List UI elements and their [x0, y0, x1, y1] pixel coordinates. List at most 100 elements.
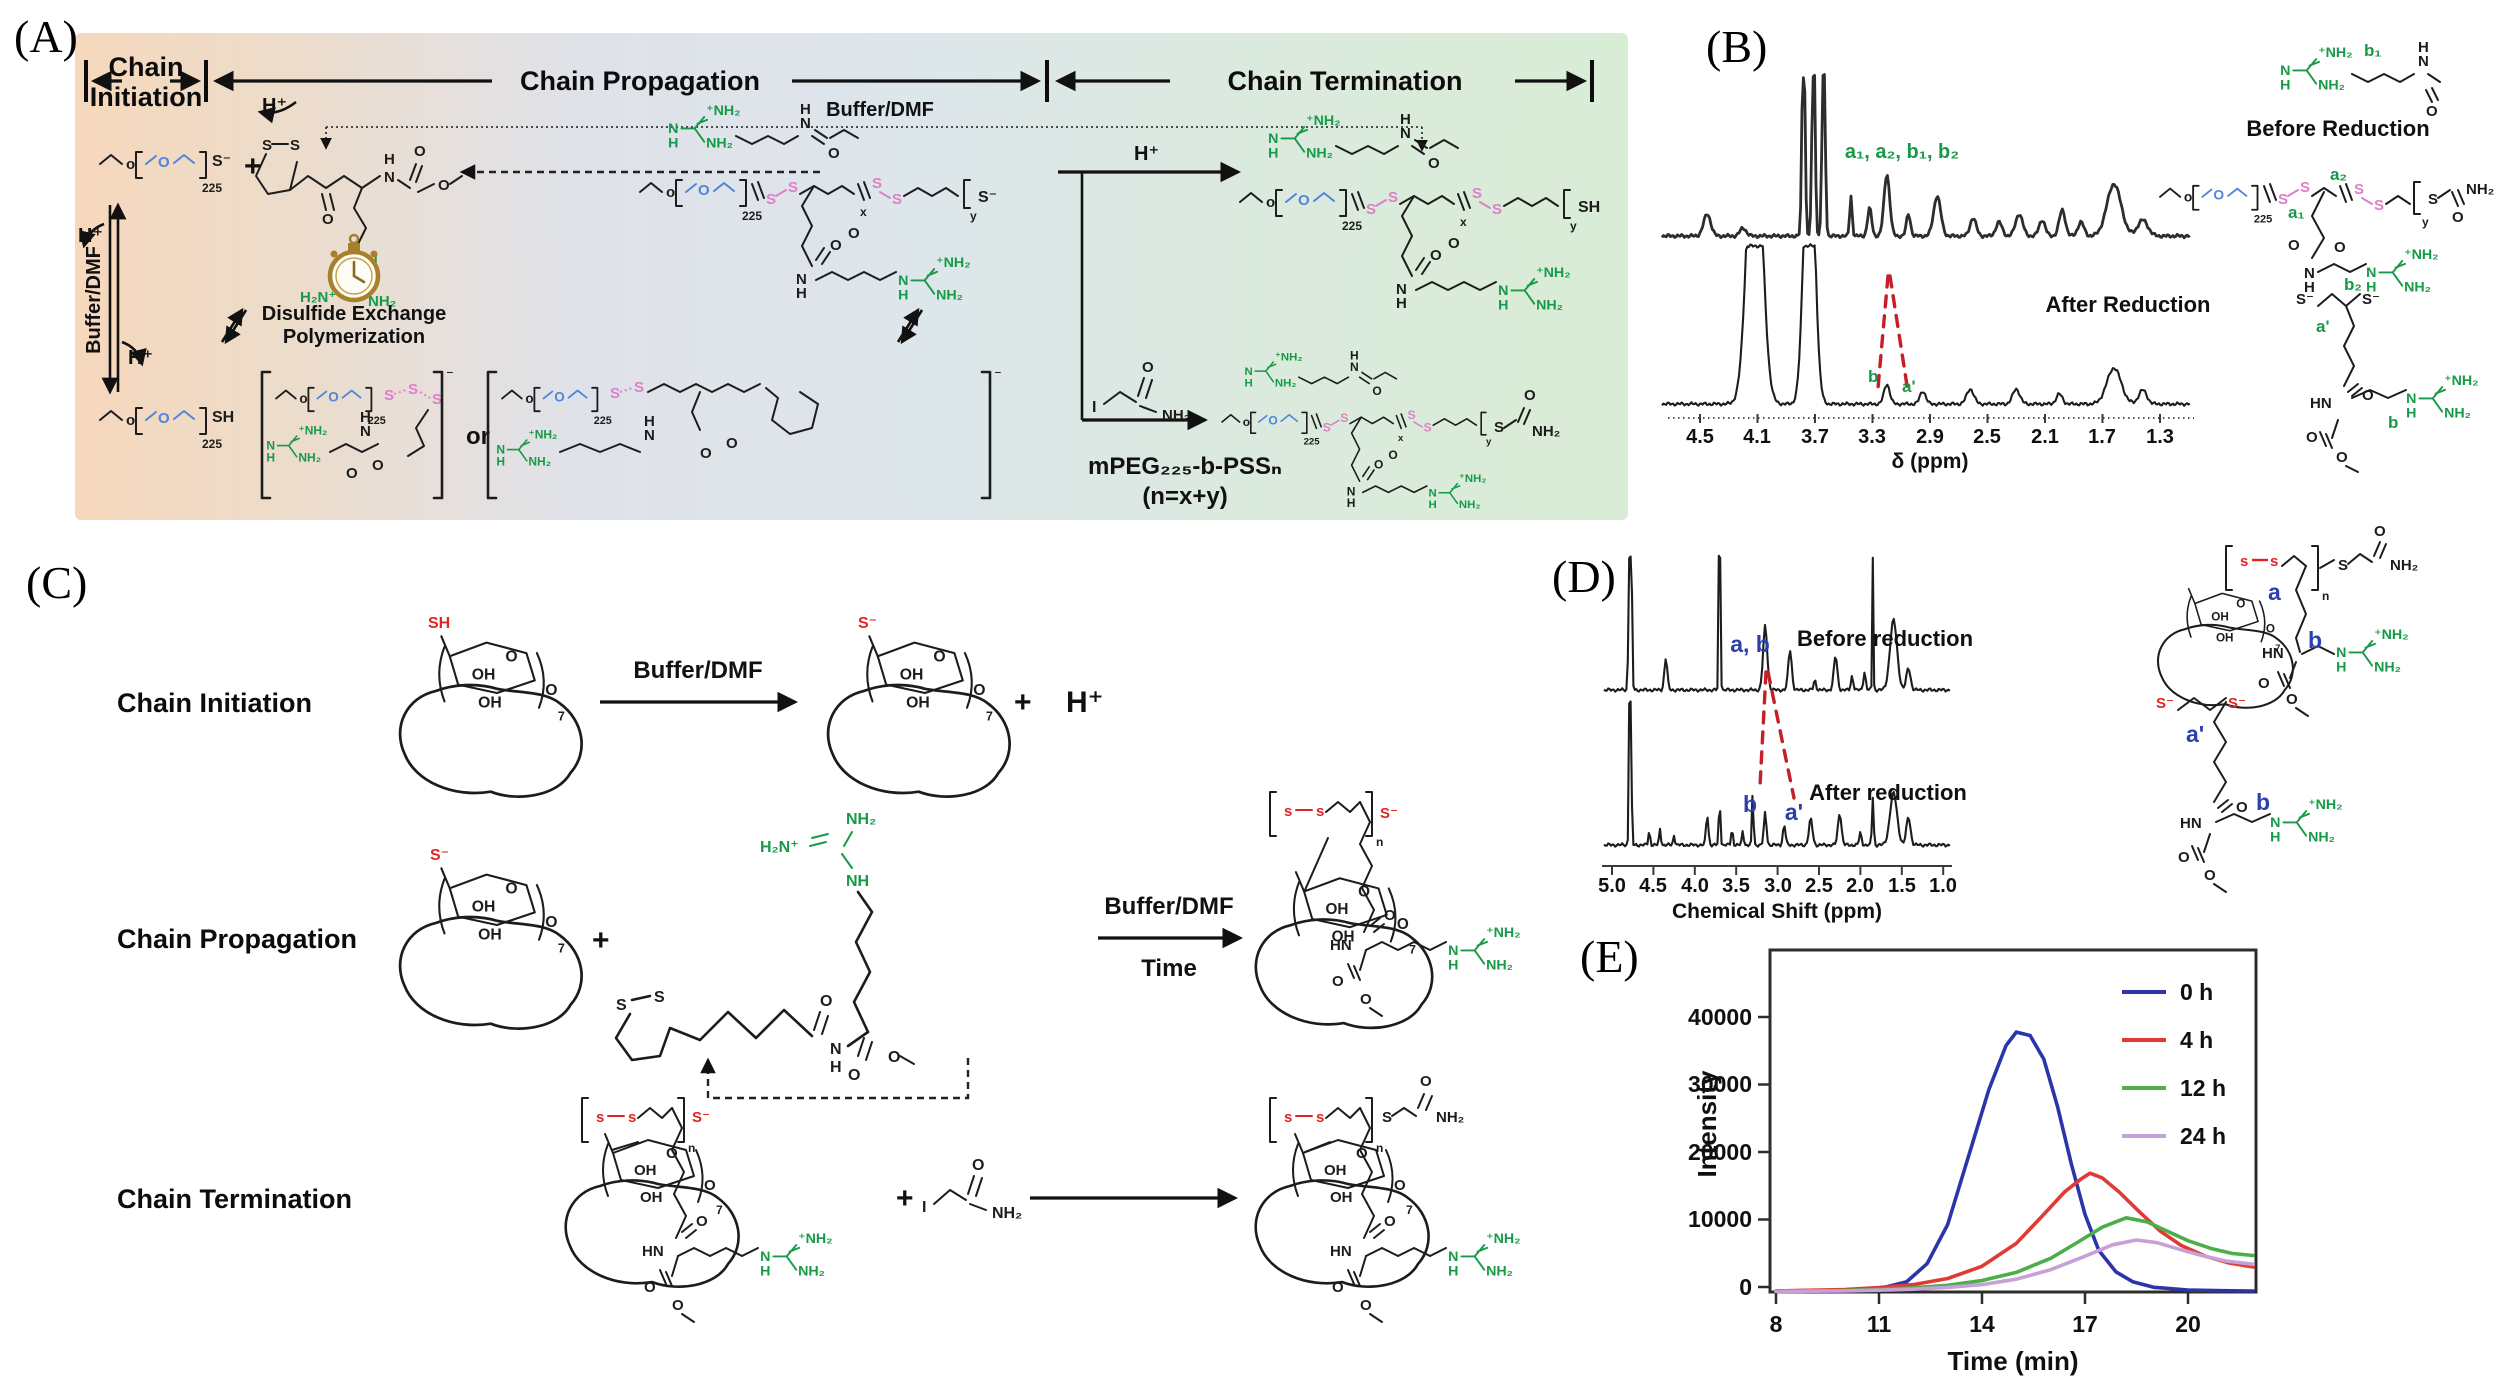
- after-reduction-label: After Reduction: [2046, 292, 2211, 317]
- tick: 2.9: [1916, 426, 1944, 448]
- atom-o: O: [700, 445, 712, 462]
- atom-s: S: [2428, 191, 2438, 208]
- ytick: 10000: [1688, 1206, 1752, 1232]
- atom-s-dotted: S: [384, 387, 394, 404]
- legend-label-0h: 0 h: [2180, 979, 2213, 1005]
- assignment-dash: [1766, 670, 1796, 800]
- atom-s-minus: S⁻: [212, 153, 231, 170]
- tick: 1.5: [1888, 875, 1916, 897]
- cyclodextrin-thiolate: [826, 634, 1011, 798]
- atom-sub-n: n: [2322, 589, 2329, 603]
- or-label: or: [466, 423, 490, 450]
- panel-e: (E) Intensity 40000 30000 20000 10000 0 …: [1580, 931, 2258, 1376]
- atom-i: I: [1092, 399, 1096, 416]
- plus-sign: +: [592, 924, 610, 957]
- atom-s: S: [1494, 419, 1504, 436]
- axis-label-b: δ (ppm): [1892, 450, 1969, 473]
- assignment-dash: [1876, 274, 1890, 390]
- atom-o: O: [2288, 237, 2300, 254]
- xtick: 11: [1867, 1311, 1892, 1337]
- atom-nh2: NH₂: [1436, 1109, 1464, 1126]
- row-termination-label: Chain Termination: [117, 1184, 352, 1214]
- atom-nh: NH: [846, 873, 869, 890]
- atom-hn: HN: [2180, 815, 2202, 832]
- panel-a: (A) Chain Initiation Chain Propagation C…: [14, 11, 1628, 520]
- plus-sign: +: [244, 150, 262, 183]
- row-initiation-label: Chain Initiation: [117, 688, 312, 718]
- tick: 1.0: [1929, 875, 1957, 897]
- xtick: 20: [2175, 1311, 2201, 1337]
- atom-s-dotted: S: [432, 391, 442, 408]
- clock-caption-2: Polymerization: [283, 326, 425, 348]
- label-a: a: [2268, 579, 2281, 605]
- ytick: 0: [1739, 1274, 1752, 1300]
- label-b1: b₁: [2364, 41, 2381, 60]
- axis-b-ticks: [1699, 414, 2161, 423]
- atom-o: O: [2362, 387, 2374, 404]
- product-note: (n=x+y): [1142, 483, 1227, 510]
- intermediate-1: S S S N H O O ⁻: [260, 367, 454, 500]
- atom-sh: SH: [1578, 199, 1600, 216]
- equilibrium-arrows-right: [896, 307, 924, 345]
- y-axis-label: Intensity: [1692, 1070, 1722, 1177]
- atom-h: H: [360, 409, 371, 426]
- atom-o: O: [2204, 867, 2216, 884]
- atom-o: O: [848, 1067, 860, 1084]
- ytick: 30000: [1688, 1071, 1752, 1097]
- atom-o: O: [820, 993, 832, 1010]
- header-initiation: Initiation: [90, 82, 202, 112]
- atom-s: S: [290, 137, 300, 154]
- plus-sign: +: [1014, 686, 1032, 719]
- h-plus-label: H⁺: [1134, 143, 1159, 165]
- tick: 1.3: [2146, 426, 2174, 448]
- atom-o: O: [438, 177, 450, 194]
- atom-n: N: [2418, 53, 2429, 70]
- atom-hn: HN: [2310, 395, 2332, 412]
- nmr-spectra-d: [1603, 554, 1951, 848]
- atom-s-minus: S⁻: [2296, 291, 2314, 308]
- charge-minus: ⁻: [994, 367, 1002, 384]
- atom-s-dotted: S: [610, 385, 620, 402]
- curve: [1603, 554, 1951, 693]
- iodoacetamide-structure: I O NH₂: [1092, 359, 1190, 424]
- atom-o: O: [2286, 691, 2298, 708]
- atom-nh2: NH₂: [846, 811, 876, 828]
- atom-o: O: [2306, 429, 2318, 446]
- atom-s: S: [1382, 1109, 1392, 1126]
- h-plus: H⁺: [1066, 686, 1104, 719]
- monomer-structure: S S N H O O O HN H₂N⁺ NH₂: [255, 137, 463, 310]
- atom-s-minus-red: S⁻: [430, 847, 449, 864]
- atom-s-minus: S⁻: [978, 189, 997, 206]
- atom-o: O: [322, 211, 334, 228]
- atom-s-disulfide: S: [2300, 179, 2310, 196]
- legend-label-12h: 12 h: [2180, 1075, 2226, 1101]
- panel-d-label: (D): [1552, 551, 1616, 602]
- atom-i: I: [922, 1199, 926, 1216]
- atom-o: O: [888, 1049, 900, 1066]
- before-reduction-label: Before Reduction: [2246, 116, 2429, 141]
- panel-a-background: [75, 33, 1628, 520]
- acetamide-cap: S O NH₂: [1494, 387, 1560, 440]
- label-a1: a₁: [2288, 203, 2305, 222]
- atom-o: O: [346, 465, 358, 482]
- label-a-prime: a': [2316, 317, 2330, 336]
- x-axis-label: Time (min): [1948, 1346, 2079, 1376]
- atom-o: O: [372, 457, 384, 474]
- tick: 5.0: [1598, 875, 1626, 897]
- propagation-product: S⁻: [1254, 792, 1521, 1030]
- header-propagation: Chain Propagation: [520, 66, 760, 96]
- curve: [1774, 1238, 2255, 1294]
- label-b-d: b: [2308, 627, 2322, 653]
- atom-s: S: [2338, 557, 2348, 574]
- label-b: b: [2388, 413, 2398, 432]
- panel-a-label: (A): [14, 11, 78, 62]
- structure-d-before: s s n a S O NH₂ HN b O O: [2156, 523, 2418, 717]
- xtick: 14: [1969, 1311, 1995, 1337]
- tick: 2.0: [1846, 875, 1874, 897]
- label-a2: a₂: [2330, 165, 2347, 184]
- atom-o: O: [2236, 799, 2248, 816]
- panel-c: (C) Chain Initiation SH Buffer/DMF S⁻ + …: [26, 557, 1521, 1322]
- tick: 2.5: [1973, 426, 2001, 448]
- equilibrium-arrows-left: [220, 307, 248, 345]
